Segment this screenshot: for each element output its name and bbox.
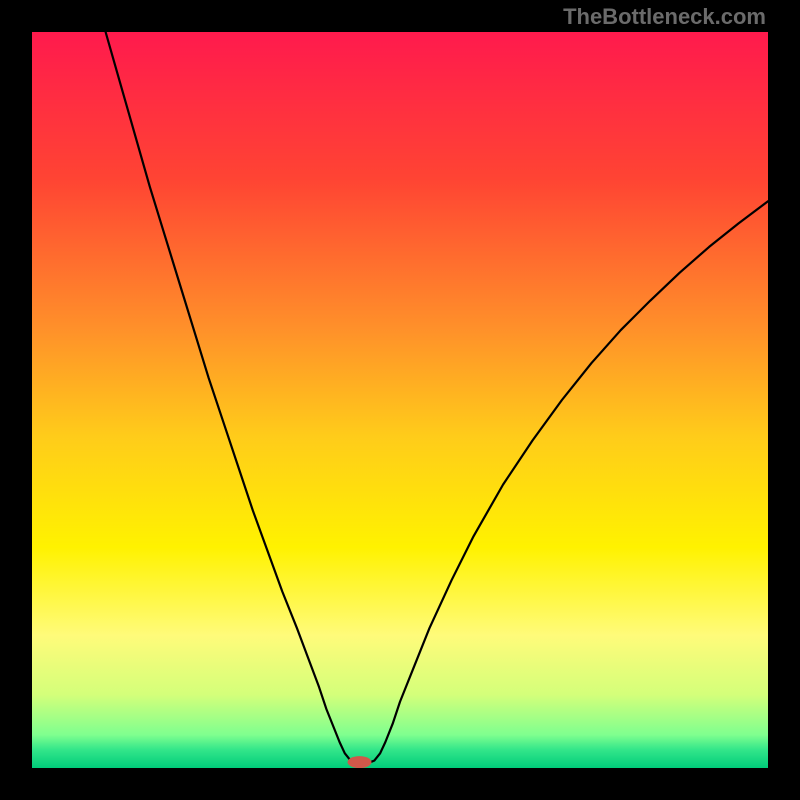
watermark-text: TheBottleneck.com bbox=[563, 4, 766, 30]
chart-svg bbox=[32, 32, 768, 768]
plot-area bbox=[32, 32, 768, 768]
optimum-marker bbox=[348, 756, 372, 768]
gradient-background bbox=[32, 32, 768, 768]
plot-frame bbox=[30, 30, 770, 770]
